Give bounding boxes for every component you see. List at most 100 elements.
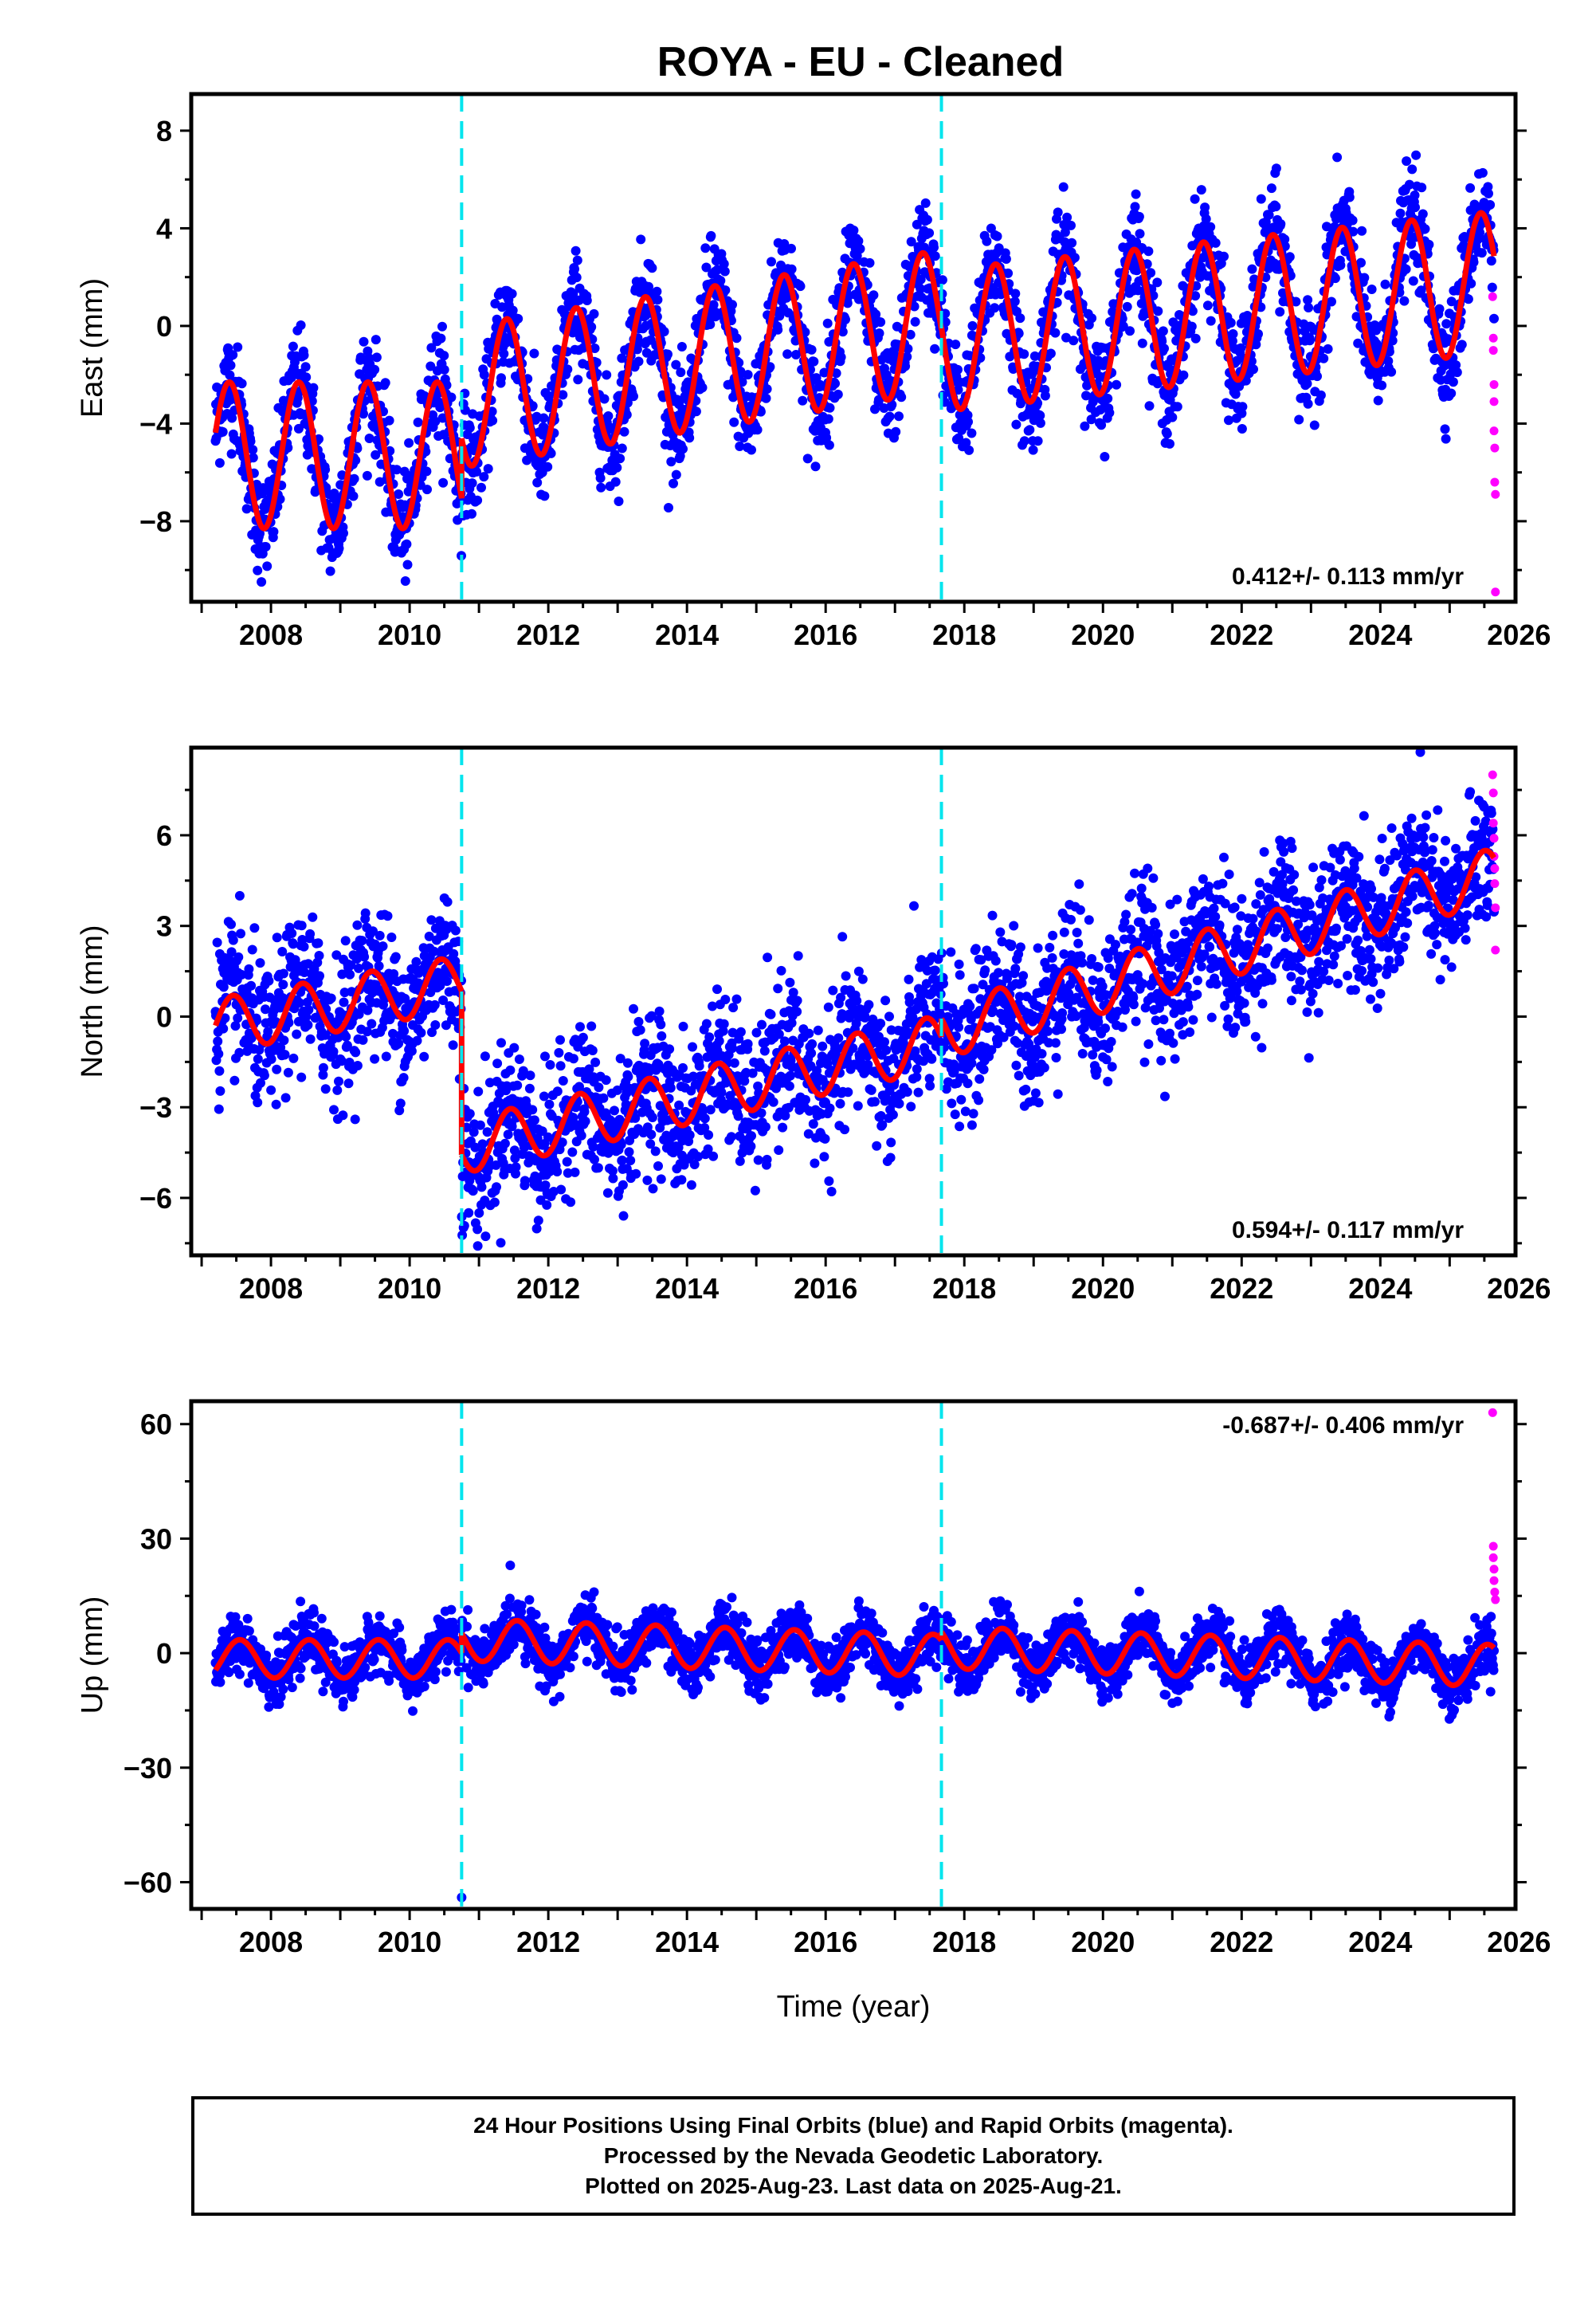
final-point [729, 1058, 739, 1068]
final-point [1202, 300, 1213, 311]
final-point [615, 454, 625, 464]
final-point [492, 1058, 503, 1069]
final-point [271, 1099, 281, 1109]
final-point [653, 295, 663, 305]
final-point [590, 344, 600, 353]
final-point [514, 1054, 524, 1064]
final-point [1232, 355, 1242, 366]
final-point [326, 993, 336, 1003]
final-point [659, 327, 669, 336]
final-point [430, 1020, 441, 1030]
final-point [1190, 194, 1200, 204]
final-point [255, 958, 265, 968]
final-point [236, 929, 245, 939]
final-point [869, 290, 879, 300]
final-point [496, 373, 506, 383]
final-point [785, 977, 795, 988]
final-point [884, 1011, 894, 1022]
final-point [701, 262, 712, 273]
final-point [1002, 973, 1012, 984]
final-point [1045, 348, 1056, 359]
final-point [539, 413, 549, 423]
final-point [1371, 325, 1381, 336]
final-point [618, 1180, 628, 1190]
final-point [575, 1022, 585, 1032]
final-point [437, 321, 447, 332]
final-point [1033, 436, 1043, 446]
final-point [795, 281, 806, 292]
final-point [674, 1100, 684, 1110]
final-point [300, 968, 309, 977]
final-point [978, 1064, 989, 1074]
final-point [558, 390, 568, 400]
final-point [1446, 388, 1457, 399]
final-point [708, 1001, 717, 1011]
final-point [1010, 296, 1020, 307]
final-point [370, 1054, 380, 1064]
final-point [426, 343, 437, 353]
final-point [974, 1074, 985, 1084]
final-point [233, 342, 243, 352]
rapid-point [1489, 397, 1499, 406]
final-point [1206, 316, 1216, 326]
final-point [913, 1087, 923, 1098]
final-point [601, 1075, 611, 1086]
final-point [567, 1147, 578, 1157]
final-point [689, 1160, 700, 1169]
final-point [578, 1032, 588, 1043]
final-point [801, 1094, 810, 1105]
final-point [1348, 226, 1359, 237]
final-point [262, 561, 273, 571]
final-point [358, 1035, 368, 1045]
final-point [705, 1105, 716, 1115]
final-point [759, 1046, 770, 1056]
final-point [339, 997, 349, 1007]
final-point [555, 1035, 565, 1045]
final-point [384, 415, 394, 426]
final-point [610, 477, 621, 487]
final-point [665, 1082, 676, 1093]
final-point [676, 1175, 687, 1185]
final-point [529, 348, 539, 359]
final-point [1050, 1038, 1061, 1048]
final-point [442, 897, 453, 907]
final-point [988, 1005, 998, 1015]
final-point [885, 1153, 896, 1163]
final-point [1053, 1089, 1063, 1099]
final-point [1303, 399, 1313, 409]
final-point [894, 1098, 904, 1109]
final-point [1130, 202, 1140, 212]
final-point [617, 443, 627, 454]
final-point [362, 470, 372, 481]
final-point [259, 1070, 269, 1081]
final-point [617, 353, 627, 363]
final-point [635, 1025, 645, 1035]
final-point [590, 1154, 599, 1164]
final-point [465, 422, 475, 433]
final-point [1178, 370, 1189, 380]
final-point [1466, 278, 1476, 289]
final-point [527, 401, 538, 411]
final-point [947, 1098, 957, 1109]
final-point [1420, 224, 1430, 234]
final-point [602, 1188, 613, 1198]
final-point [304, 1005, 314, 1015]
final-point [430, 416, 441, 426]
final-point [496, 1238, 506, 1248]
final-point [1045, 942, 1055, 952]
final-point [930, 965, 940, 976]
final-point [394, 1039, 404, 1049]
final-point [967, 1058, 977, 1068]
final-point [876, 1019, 886, 1029]
final-point [576, 1130, 586, 1141]
final-point [1227, 336, 1237, 346]
final-point [332, 1085, 343, 1095]
final-point [257, 577, 267, 587]
final-point [1451, 360, 1461, 370]
final-point [1387, 336, 1398, 346]
final-point [663, 349, 673, 359]
final-point [746, 1141, 756, 1152]
final-point [320, 1084, 331, 1094]
final-point [1096, 420, 1107, 430]
final-point [792, 995, 802, 1006]
